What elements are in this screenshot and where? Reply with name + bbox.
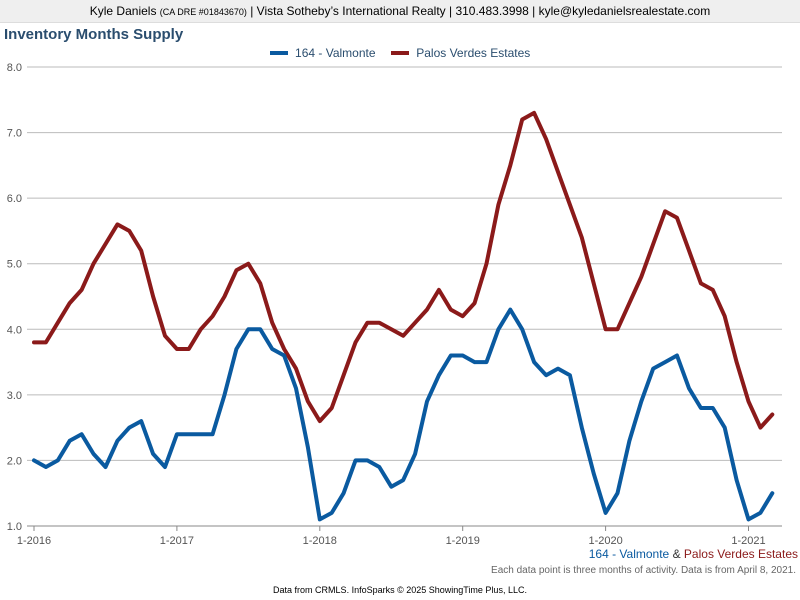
agent-dre-number: (CA DRE #01843670) — [159, 7, 247, 17]
legend-label-series-1: 164 - Valmonte — [295, 46, 376, 60]
x-tick-label-0: 1-2016 — [17, 535, 51, 547]
y-tick-label-4: 5.0 — [7, 259, 22, 271]
data-note: Each data point is three months of activ… — [491, 565, 796, 576]
y-tick-label-0: 1.0 — [7, 521, 22, 533]
legend-swatch-series-1 — [269, 50, 288, 55]
y-tick-label-6: 7.0 — [7, 128, 22, 140]
agent-header: Kyle Daniels (CA DRE #01843670) | Vista … — [0, 0, 800, 23]
x-tick-label-3: 1-2019 — [446, 535, 480, 547]
agent-name: Kyle Daniels — [89, 4, 157, 18]
footer-credit: Data from CRMLS. InfoSparks © 2025 Showi… — [273, 585, 527, 595]
x-tick-label-1: 1-2017 — [160, 535, 194, 547]
bottom-legend-series-1: 164 - Valmonte — [588, 547, 670, 561]
y-tick-label-7: 8.0 — [7, 62, 22, 74]
y-tick-label-2: 3.0 — [7, 390, 22, 402]
series-line-1 — [32, 307, 775, 522]
chart-legend: 164 - Valmonte Palos Verdes Estates — [0, 46, 800, 62]
series-line-2 — [32, 110, 775, 430]
y-tick-label-5: 6.0 — [7, 193, 22, 205]
bottom-legend-ampersand: & — [672, 547, 681, 561]
agent-contact: | Vista Sotheby’s International Realty |… — [250, 4, 711, 18]
bottom-series-legend: 164 - Valmonte & Palos Verdes Estates — [589, 547, 798, 561]
x-tick-label-5: 1-2021 — [731, 535, 765, 547]
y-tick-label-1: 2.0 — [7, 455, 22, 467]
y-tick-label-3: 4.0 — [7, 324, 22, 336]
legend-label-series-2: Palos Verdes Estates — [416, 46, 531, 60]
chart-title: Inventory Months Supply — [4, 26, 184, 43]
bottom-legend-series-2: Palos Verdes Estates — [683, 547, 798, 561]
legend-item-series-1[interactable]: 164 - Valmonte — [269, 46, 376, 60]
legend-item-series-2[interactable]: Palos Verdes Estates — [390, 46, 531, 60]
x-tick-label-4: 1-2020 — [588, 535, 622, 547]
x-tick-label-2: 1-2018 — [303, 535, 337, 547]
legend-swatch-series-2 — [390, 50, 409, 55]
